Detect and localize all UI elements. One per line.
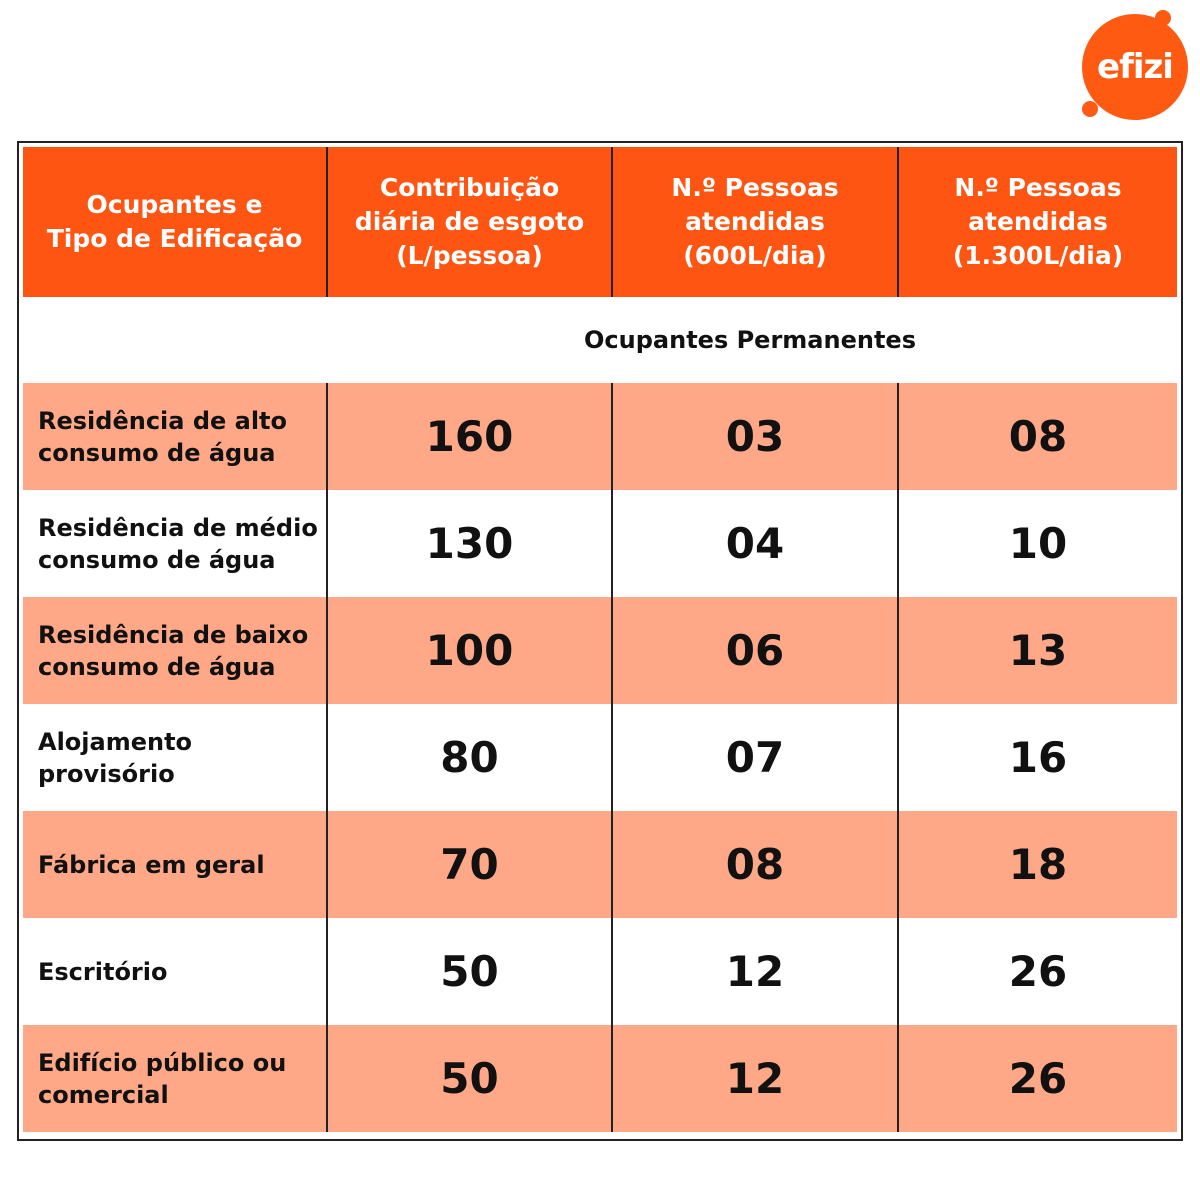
occupant-type-cell: Escritório xyxy=(23,918,328,1025)
table-frame xyxy=(17,141,1183,1141)
value-cell: 08 xyxy=(613,811,899,918)
header-cell: Ocupantes e Tipo de Edificação xyxy=(23,147,328,297)
section-title: Ocupantes Permanentes xyxy=(584,326,916,354)
value-cell: 160 xyxy=(328,383,613,490)
header-cell: N.º Pessoas atendidas (1.300L/dia) xyxy=(952,173,1124,270)
table-header-row: Ocupantes e Tipo de Edificação Contribui… xyxy=(23,147,1177,297)
table-row: Edifício público ou comercial 50 12 26 xyxy=(23,1025,1177,1132)
value-cell: 12 xyxy=(613,1025,899,1132)
value-cell: 07 xyxy=(613,704,899,811)
header-cell: N.º Pessoas atendidas (600L/dia) xyxy=(613,147,899,297)
occupant-type-cell: Residência de médio consumo de água xyxy=(23,490,328,597)
value-cell: 50 xyxy=(328,918,613,1025)
value-cell: 26 xyxy=(1008,1054,1068,1103)
value-cell: 16 xyxy=(1008,733,1068,782)
occupant-type-cell: Residência de baixo consumo de água xyxy=(23,597,328,704)
table-row: Residência de médio consumo de água 130 04… xyxy=(23,490,1177,597)
value-cell: 03 xyxy=(613,383,899,490)
value-cell: 18 xyxy=(1008,840,1068,889)
value-cell: 06 xyxy=(613,597,899,704)
occupant-type-cell: Alojamento provisório xyxy=(23,704,328,811)
value-cell: 04 xyxy=(613,490,899,597)
table-row: Alojamento provisório 80 07 16 xyxy=(23,704,1177,811)
table-row: Residência de baixo consumo de água 100 06… xyxy=(23,597,1177,704)
value-cell: 26 xyxy=(1008,947,1068,996)
value-cell: 80 xyxy=(328,704,613,811)
value-cell: 70 xyxy=(328,811,613,918)
value-cell: 08 xyxy=(1008,412,1068,461)
value-cell: 50 xyxy=(328,1025,613,1132)
sewage-contribution-table: Ocupantes e Tipo de Edificação Contribui… xyxy=(23,147,1177,1132)
header-cell: Contribuição diária de esgoto (L/pessoa) xyxy=(328,147,613,297)
table-row: Escritório 50 12 26 xyxy=(23,918,1177,1025)
value-cell: 100 xyxy=(328,597,613,704)
efizi-logo: efizi xyxy=(1082,14,1188,120)
logo-text: efizi xyxy=(1097,47,1174,87)
section-row: Ocupantes Permanentes xyxy=(23,297,1177,383)
value-cell: 130 xyxy=(328,490,613,597)
logo-dot xyxy=(1082,101,1098,117)
table-row: Residência de alto consumo de água 160 03 0… xyxy=(23,383,1177,490)
value-cell: 13 xyxy=(1008,626,1068,675)
occupant-type-cell: Residência de alto consumo de água xyxy=(23,383,328,490)
value-cell: 10 xyxy=(1008,519,1068,568)
value-cell: 12 xyxy=(613,918,899,1025)
table-row: Fábrica em geral 70 08 18 xyxy=(23,811,1177,918)
occupant-type-cell: Edifício público ou comercial xyxy=(23,1025,328,1132)
occupant-type-cell: Fábrica em geral xyxy=(23,811,328,918)
